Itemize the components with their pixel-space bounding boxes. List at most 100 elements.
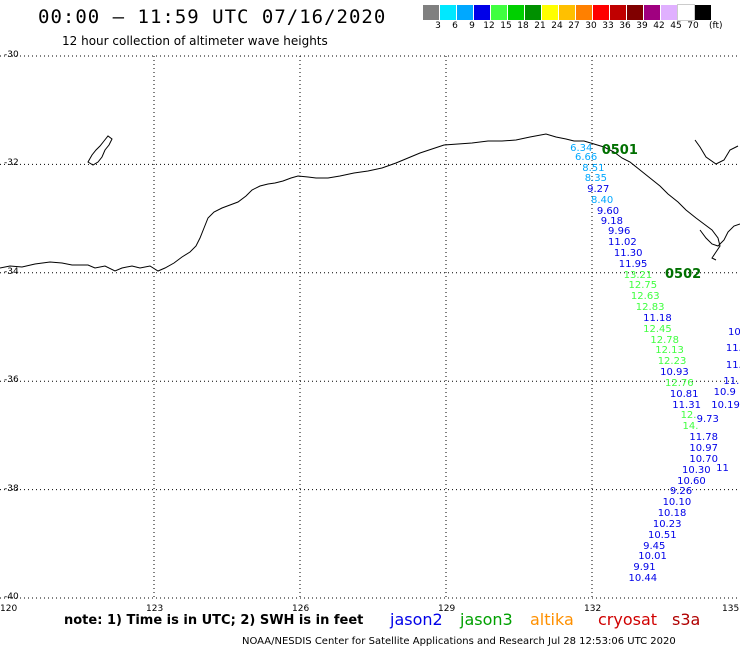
lat-lon-grid [0,55,740,600]
wave-height-value: 9.26 [669,486,693,498]
scale-swatch [576,5,592,20]
wave-height-value: 10.60 [677,475,706,487]
longitude-label: 129 [438,604,456,614]
wave-height-value: 12.83 [635,302,665,314]
wave-height-value: 9.18 [600,215,624,227]
scale-label: 70 [687,21,699,31]
scale-label: 36 [619,21,631,31]
wave-height-value: 10.97 [689,442,718,454]
wave-height-value: 9.27 [587,183,610,195]
latitude-label: -32 [4,158,19,169]
longitude-label: 120 [0,604,18,614]
scale-label: 33 [602,21,614,31]
scale-swatch [695,5,711,20]
footnote: note: 1) Time is in UTC; 2) SWH is in fe… [64,613,364,628]
coastline-gulf-shore [694,139,739,165]
scale-label: 18 [517,21,529,31]
scale-label: 9 [469,21,475,31]
wave-height-value: 10.44 [628,573,658,585]
wave-height-value: 12.63 [630,291,660,303]
scale-swatch [559,5,575,20]
latitude-label: -40 [4,592,19,602]
satellite-legend-s3a: s3a [672,610,701,629]
wave-height-value: 9.91 [633,562,656,574]
scale-swatch [610,5,626,20]
longitude-label: 126 [292,604,310,614]
scale-swatch [677,4,695,21]
map-subtitle: 12 hour collection of altimeter wave hei… [62,34,328,48]
wave-height-value: 11. [725,343,740,355]
scale-label: 15 [500,21,512,31]
wave-height-value: 12.75 [628,280,658,292]
island-outline [87,135,113,166]
scale-label: 3 [435,21,441,31]
satellite-legend-cryosat: cryosat [598,610,658,629]
satellite-legend-jason3: jason3 [460,610,513,629]
wave-height-value: 8.51 [582,162,605,174]
latitude-label: -36 [4,375,19,386]
scale-label: 27 [568,21,580,31]
wave-height-value: 10.23 [652,518,682,530]
wave-height-value: 11.78 [689,432,718,444]
wave-height-value: 11.30 [613,247,643,259]
wave-height-value: 10.10 [662,497,692,509]
wave-height-value: 9.73 [696,413,719,425]
wave-height-value: 11.31 [672,399,701,411]
scale-swatch [423,5,439,20]
scale-swatch [491,5,507,20]
scale-swatch [508,5,524,20]
scale-swatch [661,5,677,20]
wave-height-value: 11.18 [643,312,672,324]
wave-height-value: 12.23 [657,356,687,368]
scale-label: 6 [452,21,458,31]
wave-height-value: 13.21 [623,269,653,281]
pass-id-label: 0502 [665,267,702,283]
wave-height-value: 10.19 [711,400,740,412]
wave-height-value: 11. [725,359,740,371]
latitude-label: -34 [4,266,19,277]
wave-height-value: 8.35 [584,172,607,184]
wave-height-value: 11.5 [723,375,740,387]
pass-id-label: 0501 [601,142,638,158]
wave-height-value: 10.9 [713,386,736,398]
scale-label: 12 [483,21,495,31]
wave-height-value: 10.30 [682,464,711,476]
wave-height-value: 6.66 [574,152,598,164]
satellite-legend-jason2: jason2 [390,610,443,629]
wave-height-value: 12. [680,410,697,422]
wave-height-value: 10.01 [638,551,667,563]
wave-height-value: 8.40 [591,194,614,206]
wave-height-value: 12.78 [650,334,680,346]
latitude-label: -38 [4,483,19,494]
coastline-east-shore [699,223,740,247]
scale-swatch [525,5,541,20]
longitude-label: 123 [146,604,164,614]
scale-label: 42 [653,21,665,31]
scale-swatch [627,5,643,20]
wave-height-value: 10.93 [660,367,689,379]
scale-swatch [457,5,473,20]
wave-height-value: 12.13 [655,345,684,357]
scale-unit-label: (ft) [709,21,723,31]
wave-height-value: 14. [682,421,699,433]
coastline [0,133,721,272]
latitude-label: -30 [4,50,19,60]
wave-height-value: 10 [728,327,740,338]
wave-height-value: 10.70 [689,453,718,465]
scale-swatch [440,5,456,20]
scale-label: 21 [534,21,546,31]
wave-height-value: 10.18 [657,508,687,520]
scale-label: 39 [636,21,648,31]
wave-height-value: 11.02 [608,237,637,249]
map-title: 00:00 – 11:59 UTC 07/16/2020 [38,6,387,28]
wave-height-value: 10.51 [647,529,677,541]
scale-swatch [593,5,609,20]
scale-swatch [644,5,660,20]
wave-height-value: 9.96 [608,226,631,238]
credit-line: NOAA/NESDIS Center for Satellite Applica… [242,636,676,647]
scale-label: 45 [670,21,682,31]
scale-swatch [474,5,490,20]
wave-height-value: 12.45 [643,323,672,335]
scale-label: 24 [551,21,563,31]
